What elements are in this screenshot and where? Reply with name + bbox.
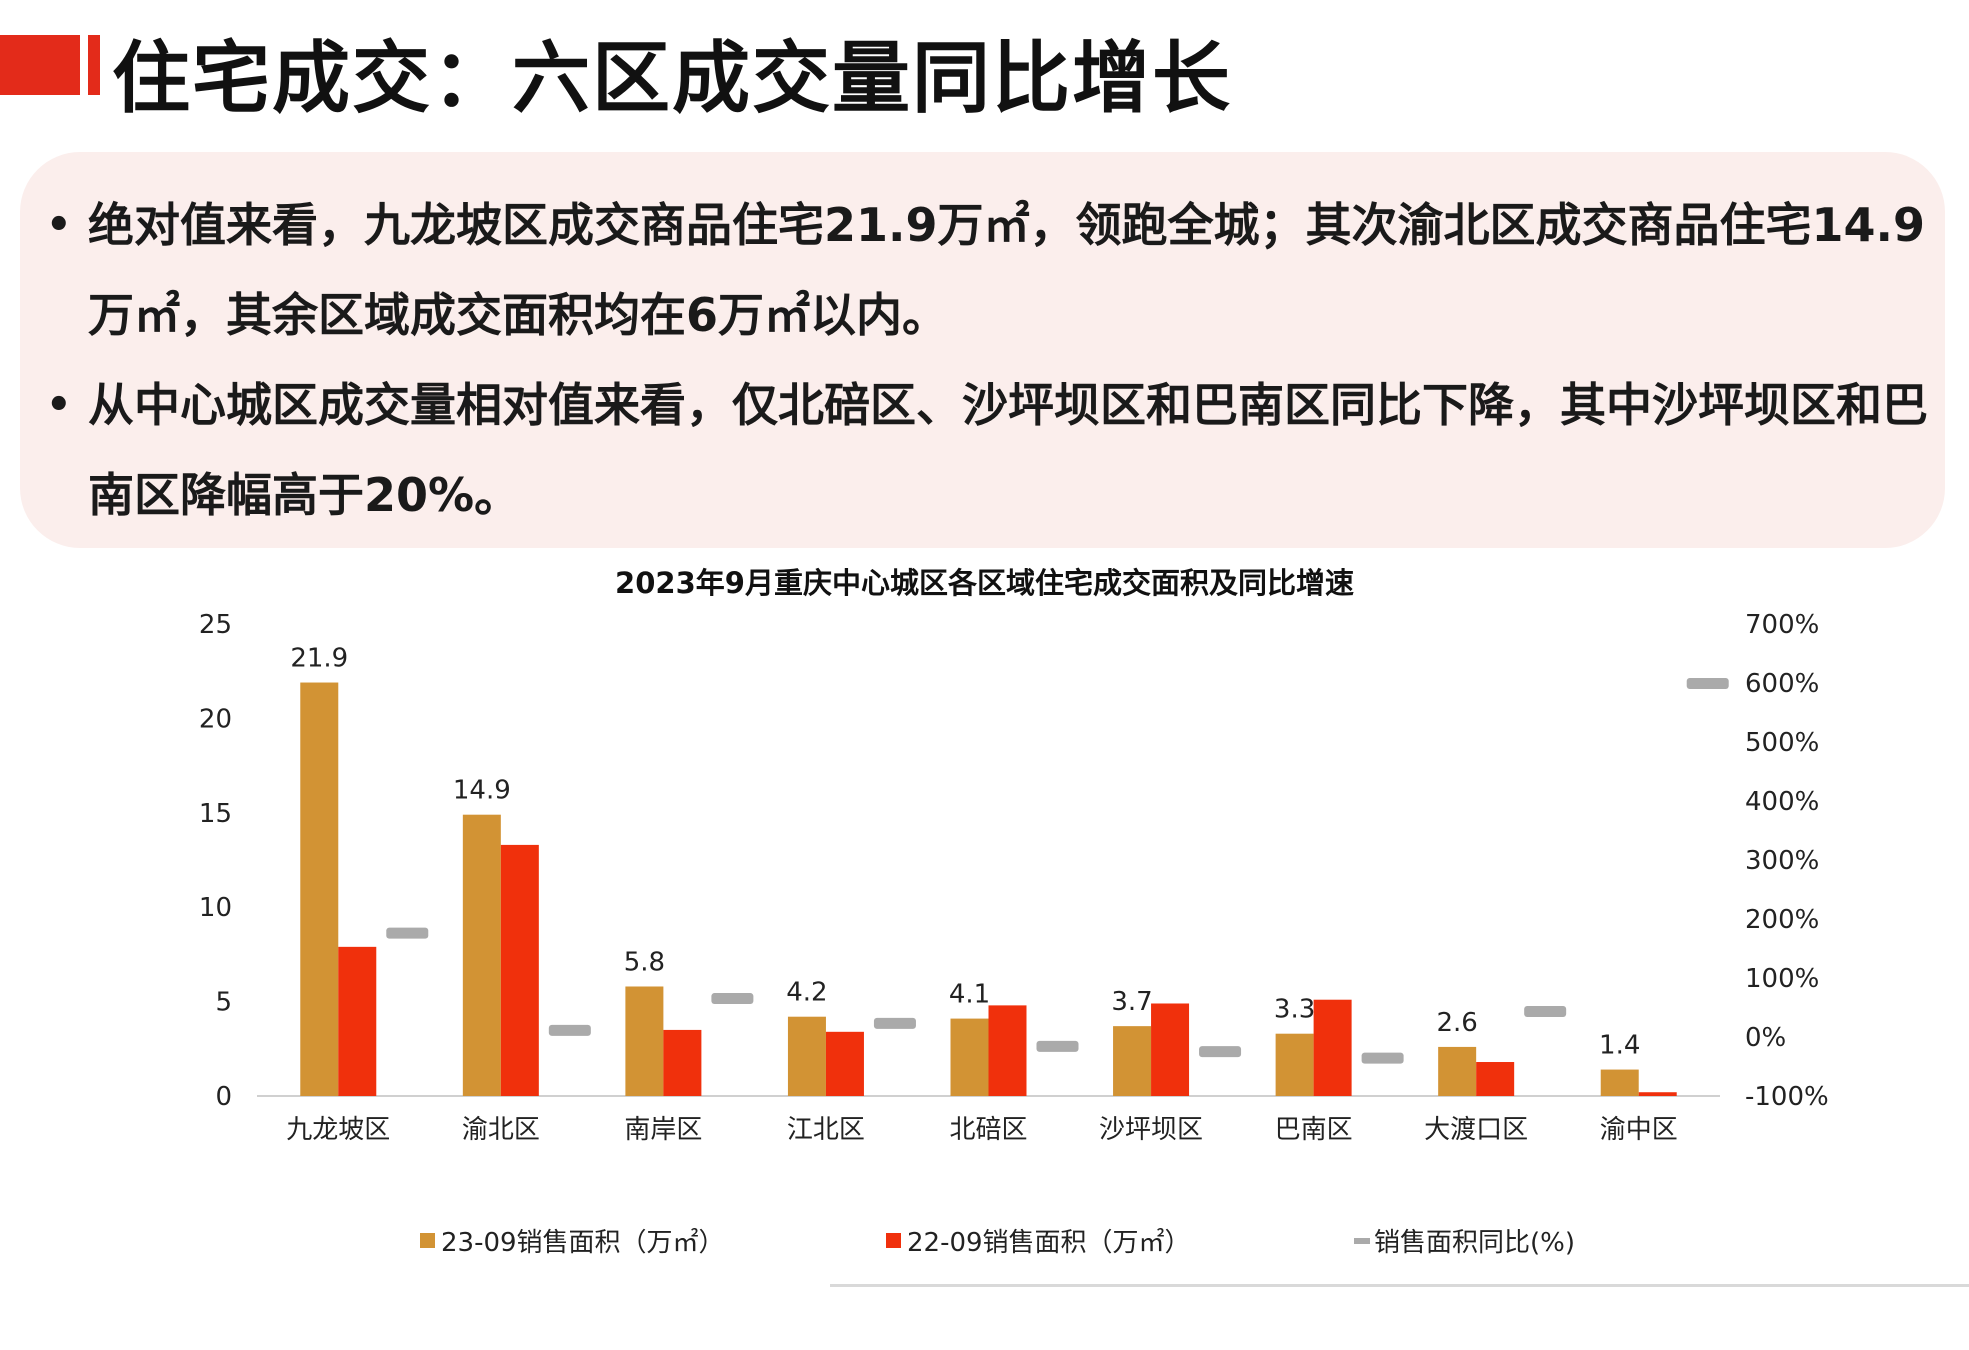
yoy-marker bbox=[711, 993, 754, 1005]
bar-2023-data-label: 1.4 bbox=[1599, 1031, 1640, 1061]
legend-swatch-yoy bbox=[1354, 1237, 1370, 1244]
yoy-marker bbox=[873, 1017, 916, 1029]
bar-2022 bbox=[1151, 1003, 1190, 1096]
bar-2023 bbox=[625, 986, 664, 1096]
right-axis-tick-label: 300% bbox=[1745, 846, 1819, 876]
x-axis-category-label: 巴南区 bbox=[1275, 1115, 1353, 1145]
x-axis-category-label: 大渡口区 bbox=[1424, 1115, 1528, 1145]
right-axis-tick-label: -100% bbox=[1745, 1082, 1829, 1112]
bar-2023-data-label: 4.2 bbox=[786, 978, 827, 1008]
x-axis-category-label: 江北区 bbox=[787, 1115, 865, 1145]
right-axis-tick-label: 200% bbox=[1745, 905, 1819, 935]
bar-2023 bbox=[1600, 1069, 1639, 1096]
left-axis-tick-label: 0 bbox=[215, 1082, 232, 1112]
bar-2023 bbox=[462, 814, 501, 1096]
title-accent-bar bbox=[88, 35, 100, 95]
summary-bullet-2: • 从中心城区成交量相对值来看，仅北碚区、沙坪坝区和巴南区同比下降，其中沙坪坝区… bbox=[46, 360, 1928, 540]
title-accent-block bbox=[0, 35, 80, 95]
x-axis-category-label: 渝中区 bbox=[1600, 1115, 1678, 1145]
right-axis-tick-label: 600% bbox=[1745, 669, 1819, 699]
left-axis-tick-label: 25 bbox=[199, 610, 232, 640]
yoy-marker bbox=[548, 1024, 591, 1036]
legend-label-2022: 22-09销售面积（万㎡） bbox=[907, 1228, 1191, 1258]
bar-2023-data-label: 14.9 bbox=[453, 776, 511, 806]
bar-2023-data-label: 2.6 bbox=[1436, 1008, 1477, 1038]
left-axis-tick-label: 15 bbox=[199, 799, 232, 829]
legend-item-2023: 23-09销售面积（万㎡） bbox=[420, 1222, 725, 1259]
bar-2022 bbox=[663, 1029, 702, 1096]
bar-2022 bbox=[338, 946, 377, 1096]
summary-bullet-2-text: 从中心城区成交量相对值来看，仅北碚区、沙坪坝区和巴南区同比下降，其中沙坪坝区和巴… bbox=[88, 378, 1928, 522]
summary-bullet-1-text: 绝对值来看，九龙坡区成交商品住宅21.9万㎡，领跑全城；其次渝北区成交商品住宅1… bbox=[88, 198, 1925, 342]
right-axis-tick-label: 700% bbox=[1745, 610, 1819, 640]
yoy-marker bbox=[1524, 1006, 1567, 1018]
summary-box bbox=[20, 152, 1945, 548]
bar-2023-data-label: 5.8 bbox=[624, 947, 665, 977]
right-axis-tick-label: 400% bbox=[1745, 787, 1819, 817]
x-axis-category-label: 沙坪坝区 bbox=[1099, 1115, 1203, 1145]
right-axis-tick-label: 500% bbox=[1745, 728, 1819, 758]
bar-2023 bbox=[1438, 1046, 1477, 1096]
left-axis-tick-label: 20 bbox=[199, 704, 232, 734]
bar-2023 bbox=[300, 682, 339, 1096]
yoy-marker bbox=[1199, 1046, 1242, 1058]
bar-2023 bbox=[1275, 1033, 1314, 1096]
x-axis-category-label: 南岸区 bbox=[624, 1115, 702, 1145]
chart-title: 2023年9月重庆中心城区各区域住宅成交面积及同比增速 bbox=[615, 566, 1354, 600]
left-axis-tick-label: 5 bbox=[215, 988, 232, 1018]
legend-swatch-2022 bbox=[886, 1233, 901, 1248]
legend-item-2022: 22-09销售面积（万㎡） bbox=[886, 1222, 1191, 1259]
legend-label-2023: 23-09销售面积（万㎡） bbox=[441, 1228, 725, 1258]
legend-item-yoy: 销售面积同比(%) bbox=[1354, 1222, 1575, 1259]
x-axis-category-label: 九龙坡区 bbox=[286, 1115, 390, 1145]
legend-swatch-2023 bbox=[420, 1233, 435, 1248]
yoy-marker bbox=[386, 927, 429, 939]
bar-2022 bbox=[500, 844, 539, 1096]
yoy-marker bbox=[1036, 1040, 1079, 1052]
bottom-divider bbox=[830, 1284, 1969, 1287]
bar-2023 bbox=[1113, 1026, 1152, 1096]
yoy-marker bbox=[1361, 1052, 1404, 1064]
bar-2023-data-label: 3.3 bbox=[1274, 995, 1315, 1025]
bullet-dot-icon: • bbox=[46, 202, 72, 248]
bar-2022 bbox=[988, 1005, 1027, 1096]
bar-2022 bbox=[1638, 1092, 1677, 1096]
bar-2022 bbox=[1313, 999, 1352, 1096]
bar-2023 bbox=[787, 1016, 826, 1096]
bullet-dot-icon: • bbox=[46, 382, 72, 428]
yoy-marker bbox=[1686, 678, 1729, 689]
x-axis-category-label: 北碚区 bbox=[949, 1115, 1027, 1145]
right-axis-tick-label: 100% bbox=[1745, 964, 1819, 994]
summary-bullet-1: • 绝对值来看，九龙坡区成交商品住宅21.9万㎡，领跑全城；其次渝北区成交商品住… bbox=[46, 180, 1928, 360]
bar-2023-data-label: 3.7 bbox=[1111, 987, 1152, 1017]
right-axis-tick-label: 0% bbox=[1745, 1023, 1786, 1053]
bar-2023 bbox=[950, 1018, 989, 1096]
left-axis-tick-label: 10 bbox=[199, 893, 232, 923]
bar-2023-data-label: 21.9 bbox=[290, 644, 348, 674]
bar-2023-data-label: 4.1 bbox=[949, 980, 990, 1010]
page-title: 住宅成交：六区成交量同比增长 bbox=[112, 34, 1233, 124]
bar-2022 bbox=[1476, 1062, 1515, 1096]
bar-2022 bbox=[825, 1031, 864, 1096]
legend-label-yoy: 销售面积同比(%) bbox=[1374, 1228, 1575, 1258]
x-axis-category-label: 渝北区 bbox=[462, 1115, 540, 1145]
